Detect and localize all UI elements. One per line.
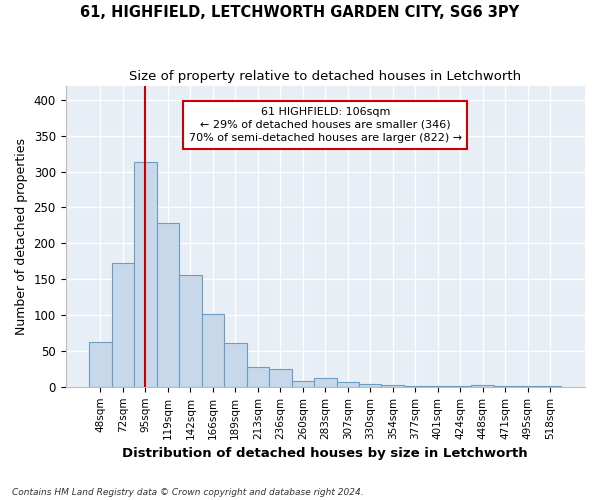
Bar (472, 384, 494, 387)
Bar (539, 386, 562, 387)
Bar (112, 264, 134, 387)
Bar (314, 378, 337, 387)
Title: Size of property relative to detached houses in Letchworth: Size of property relative to detached ho… (129, 70, 521, 83)
Text: Contains HM Land Registry data © Crown copyright and database right 2024.: Contains HM Land Registry data © Crown c… (12, 488, 364, 497)
Bar (269, 369, 292, 387)
Bar (157, 222, 179, 387)
Y-axis label: Number of detached properties: Number of detached properties (15, 138, 28, 334)
Bar (382, 386, 404, 387)
X-axis label: Distribution of detached houses by size in Letchworth: Distribution of detached houses by size … (122, 447, 528, 460)
Bar (494, 386, 517, 387)
Bar (292, 381, 314, 387)
Text: 61 HIGHFIELD: 106sqm
← 29% of detached houses are smaller (346)
70% of semi-deta: 61 HIGHFIELD: 106sqm ← 29% of detached h… (189, 106, 462, 143)
Bar (337, 382, 359, 387)
Bar (89, 342, 112, 387)
Bar (359, 384, 382, 387)
Bar (224, 343, 247, 387)
Bar (427, 386, 449, 387)
Bar (449, 386, 472, 387)
Bar (404, 386, 427, 387)
Bar (202, 314, 224, 387)
Bar (179, 275, 202, 387)
Bar (517, 386, 539, 387)
Text: 61, HIGHFIELD, LETCHWORTH GARDEN CITY, SG6 3PY: 61, HIGHFIELD, LETCHWORTH GARDEN CITY, S… (80, 5, 520, 20)
Bar (134, 162, 157, 387)
Bar (247, 366, 269, 387)
